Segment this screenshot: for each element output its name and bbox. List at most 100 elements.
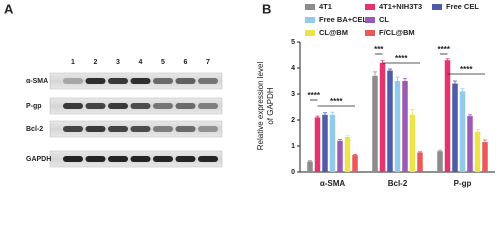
bar bbox=[322, 114, 328, 172]
blot-band bbox=[108, 78, 128, 84]
bar bbox=[402, 81, 408, 172]
panel-label: B bbox=[262, 1, 271, 16]
legend-label: 4T1 bbox=[319, 2, 332, 11]
error-bar bbox=[315, 115, 320, 118]
blot-band bbox=[153, 156, 173, 162]
error-bar bbox=[403, 78, 407, 81]
legend-label: CL bbox=[379, 15, 389, 24]
bar bbox=[437, 151, 443, 172]
y-axis-label: of GAPDH bbox=[266, 87, 275, 125]
bar bbox=[444, 60, 451, 173]
row-label: GAPDH bbox=[26, 156, 51, 163]
error-bar bbox=[468, 114, 472, 117]
error-bar bbox=[438, 149, 442, 152]
blot-band bbox=[130, 103, 151, 109]
bar bbox=[329, 114, 336, 172]
legend-swatch bbox=[305, 30, 315, 36]
error-bar bbox=[445, 58, 450, 61]
error-bar bbox=[373, 71, 377, 76]
bar bbox=[379, 62, 386, 172]
bar bbox=[417, 152, 423, 172]
error-bar bbox=[330, 111, 335, 115]
y-tick-label: 3 bbox=[291, 91, 295, 98]
legend-swatch bbox=[305, 17, 315, 23]
lane-label: 3 bbox=[116, 59, 120, 66]
lane-label: 4 bbox=[139, 59, 143, 66]
row-label: Bcl-2 bbox=[26, 126, 43, 133]
significance-label: *** bbox=[374, 45, 384, 54]
error-bar bbox=[388, 68, 392, 71]
significance-label: **** bbox=[395, 54, 408, 63]
significance-label: **** bbox=[308, 91, 321, 100]
lane-label: 2 bbox=[94, 59, 98, 66]
legend-swatch bbox=[365, 4, 375, 10]
error-bar bbox=[475, 129, 480, 132]
bar bbox=[337, 140, 343, 172]
legend-label: 4T1+NIH3T3 bbox=[379, 2, 422, 11]
bar bbox=[474, 131, 481, 172]
legend-label: Free BA+CEL bbox=[319, 15, 368, 24]
bar bbox=[387, 70, 393, 172]
bar bbox=[314, 117, 321, 172]
bar bbox=[459, 91, 466, 172]
y-tick-label: 5 bbox=[291, 39, 295, 46]
blot-band bbox=[198, 156, 218, 162]
significance-label: **** bbox=[438, 45, 451, 54]
bar bbox=[482, 142, 488, 172]
bar bbox=[394, 81, 401, 172]
y-tick-label: 1 bbox=[291, 143, 295, 150]
blot-band bbox=[108, 103, 128, 109]
blot-band bbox=[63, 156, 83, 162]
blot-band bbox=[153, 103, 173, 109]
blot-band bbox=[63, 126, 83, 132]
panel-label: A bbox=[4, 1, 14, 16]
blot-band bbox=[130, 126, 151, 132]
significance-label: **** bbox=[460, 65, 473, 74]
lane-label: 5 bbox=[161, 59, 165, 66]
error-bar bbox=[410, 109, 415, 115]
error-bar bbox=[460, 88, 465, 92]
y-axis-label: Relative expression level bbox=[256, 62, 265, 151]
error-bar bbox=[380, 60, 385, 63]
legend-swatch bbox=[365, 17, 375, 23]
x-tick-label: α-SMA bbox=[320, 179, 346, 188]
blot-band bbox=[85, 103, 106, 109]
blot-band bbox=[63, 103, 83, 109]
error-bar bbox=[418, 151, 422, 153]
blot-band bbox=[85, 78, 106, 84]
blot-band bbox=[198, 78, 218, 84]
y-tick-label: 4 bbox=[291, 65, 295, 72]
y-tick-label: 0 bbox=[291, 169, 295, 176]
figure: A B Relative expression level of GAPDH 1… bbox=[4, 1, 495, 188]
blot-band bbox=[130, 78, 151, 84]
bar bbox=[409, 114, 416, 172]
legend-swatch bbox=[432, 4, 442, 10]
blot-band bbox=[153, 78, 173, 84]
error-bar bbox=[483, 139, 487, 143]
legend-label: CL@BM bbox=[319, 28, 348, 37]
error-bar bbox=[395, 76, 400, 81]
blot-band bbox=[85, 126, 106, 132]
western-blot bbox=[49, 72, 223, 168]
error-bar bbox=[323, 112, 327, 115]
row-label: α-SMA bbox=[26, 78, 48, 85]
significance-label: **** bbox=[330, 97, 343, 106]
legend-label: Free CEL bbox=[446, 2, 479, 11]
blot-band bbox=[175, 103, 196, 109]
blot-band bbox=[175, 78, 196, 84]
blot-band bbox=[85, 156, 106, 162]
lane-label: 7 bbox=[206, 59, 210, 66]
blot-band bbox=[153, 126, 173, 132]
legend-label: F/CL@BM bbox=[379, 28, 415, 37]
bar bbox=[467, 116, 473, 172]
blot-band bbox=[175, 156, 196, 162]
error-bar bbox=[308, 160, 312, 162]
x-tick-label: Bcl-2 bbox=[388, 179, 408, 188]
blot-band bbox=[63, 78, 83, 84]
blot-band bbox=[198, 126, 218, 132]
bar bbox=[344, 136, 351, 172]
error-bar bbox=[453, 80, 457, 84]
blot-band bbox=[175, 126, 196, 132]
lane-label: 6 bbox=[184, 59, 188, 66]
lane-label: 1 bbox=[71, 59, 75, 66]
